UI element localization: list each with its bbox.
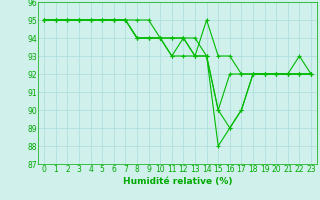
X-axis label: Humidité relative (%): Humidité relative (%) (123, 177, 232, 186)
